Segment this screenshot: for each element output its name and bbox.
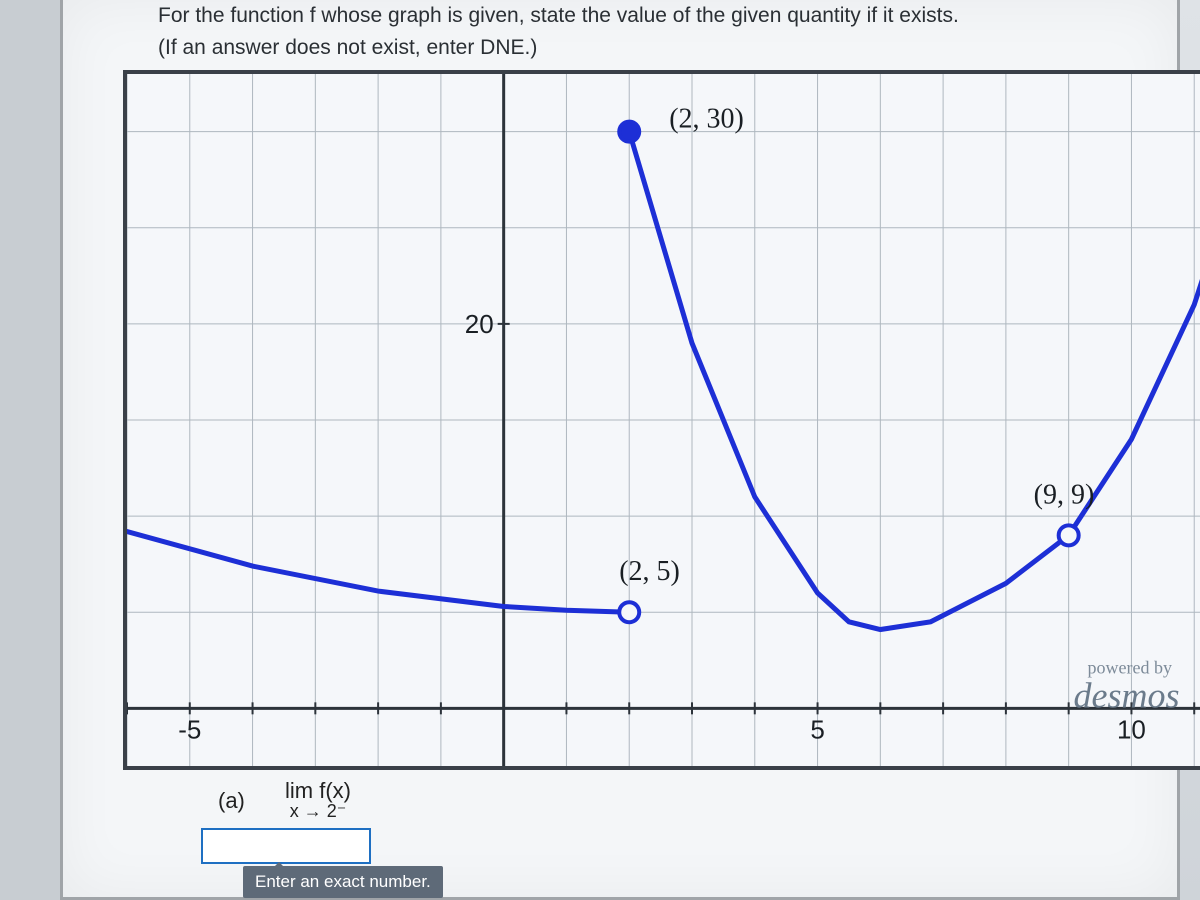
- tooltip: Enter an exact number.: [243, 866, 443, 898]
- svg-text:(2, 30): (2, 30): [669, 104, 744, 135]
- prompt-text: For the function f whose graph is given,…: [158, 0, 959, 63]
- content-page: For the function f whose graph is given,…: [60, 0, 1180, 900]
- prompt-line-1: For the function f whose graph is given,…: [158, 0, 959, 32]
- tooltip-text: Enter an exact number.: [255, 872, 431, 891]
- svg-text:(9, 9): (9, 9): [1034, 479, 1095, 510]
- limit-bottom: x → 2⁻: [285, 802, 351, 821]
- svg-text:5: 5: [810, 714, 824, 744]
- svg-text:-5: -5: [178, 714, 201, 744]
- svg-text:20: 20: [465, 309, 494, 339]
- part-label: (a): [218, 788, 245, 814]
- limit-top: lim f(x): [285, 779, 351, 802]
- desmos-logo: desmos: [1074, 676, 1180, 716]
- limit-expression: lim f(x) x → 2⁻: [285, 779, 351, 821]
- answer-input[interactable]: [201, 828, 371, 864]
- desmos-powered-by: powered by: [1088, 658, 1172, 678]
- function-graph: -5 5 10 20 (2, 30) (2, 5) (9, 9) powered bydesm…: [127, 74, 1200, 766]
- prompt-line-2: (If an answer does not exist, enter DNE.…: [158, 32, 959, 64]
- svg-text:10: 10: [1117, 714, 1146, 744]
- svg-text:(2, 5): (2, 5): [619, 556, 680, 587]
- graph-frame: -5 5 10 20 (2, 30) (2, 5) (9, 9) powered bydesm…: [123, 70, 1200, 770]
